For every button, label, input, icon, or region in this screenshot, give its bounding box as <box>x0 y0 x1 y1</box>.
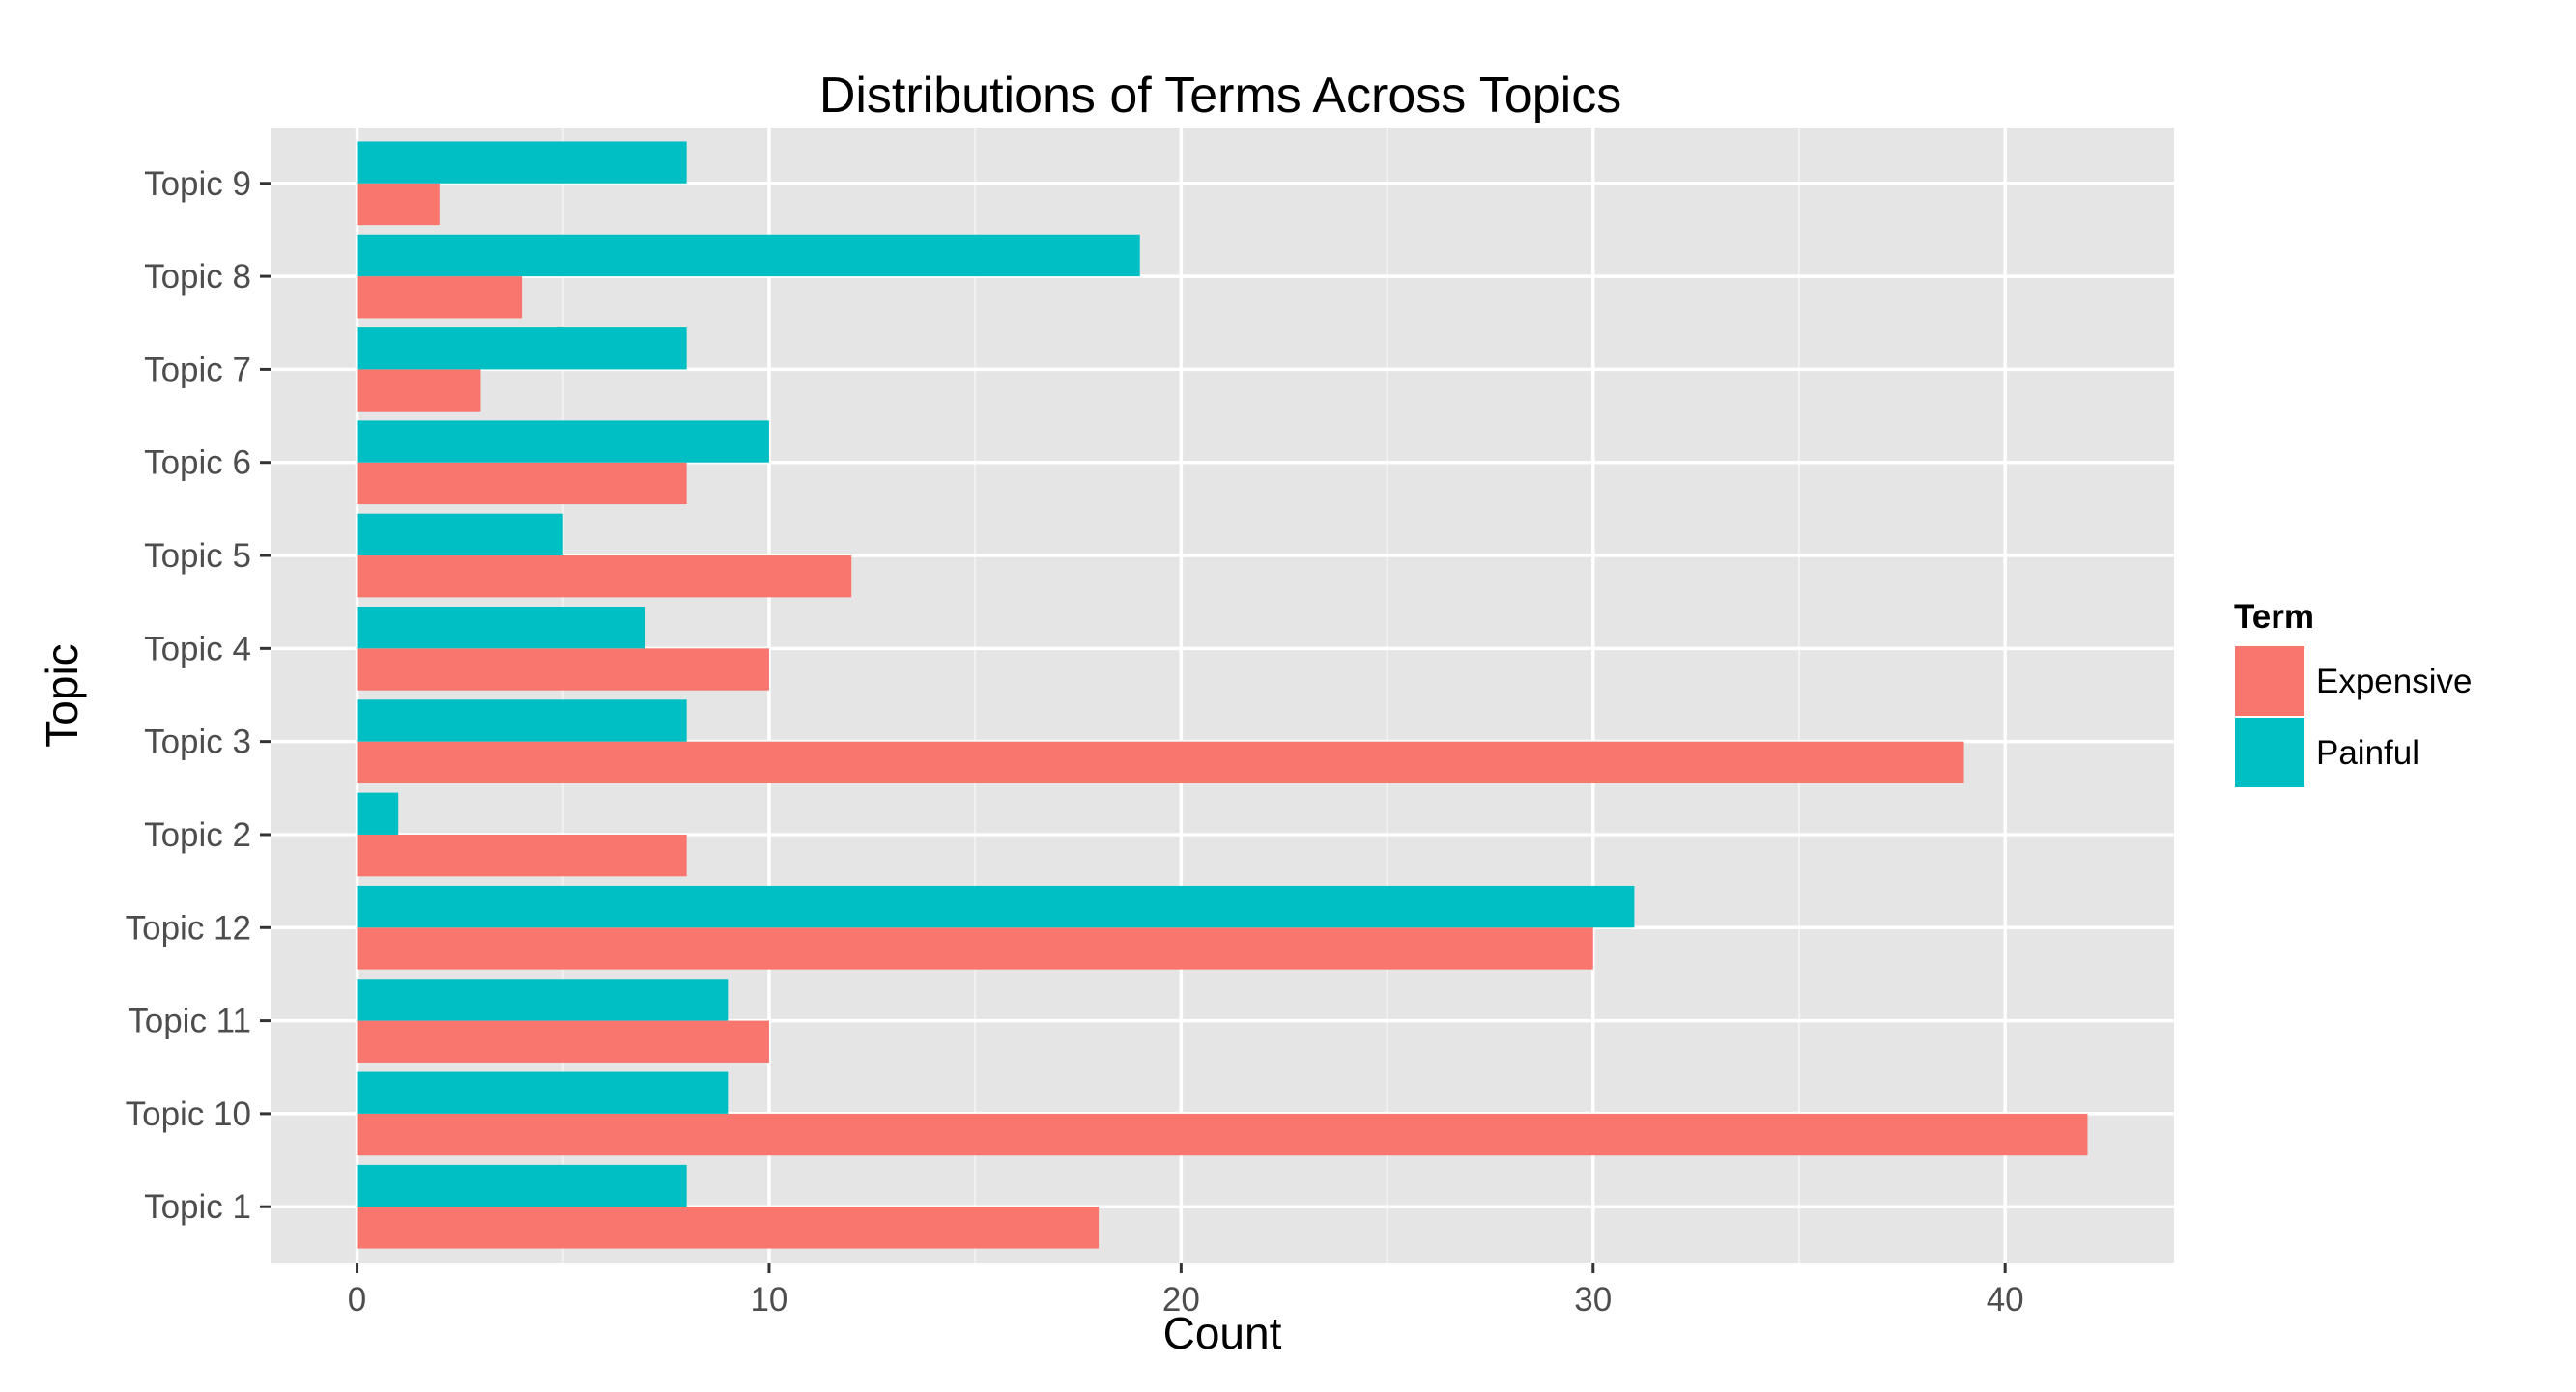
bar-expensive <box>357 555 852 598</box>
bar-expensive <box>357 834 687 877</box>
bar-painful <box>357 327 687 370</box>
bar-expensive <box>357 1113 2088 1156</box>
bars-layer <box>357 141 2088 1249</box>
y-tick-label: Topic 6 <box>144 444 251 482</box>
bar-expensive <box>357 927 1593 970</box>
y-tick-label: Topic 4 <box>144 630 251 668</box>
bar-painful <box>357 885 1635 928</box>
bar-expensive <box>357 741 1964 783</box>
bar-expensive <box>357 183 440 226</box>
bar-painful <box>357 234 1140 277</box>
y-tick-label: Topic 8 <box>144 258 251 296</box>
legend-label-painful: Painful <box>2316 734 2419 772</box>
x-tick-label: 0 <box>348 1281 366 1319</box>
bar-expensive <box>357 1207 1100 1249</box>
y-tick-label: Topic 7 <box>144 351 251 388</box>
legend-label-expensive: Expensive <box>2316 663 2472 700</box>
legend: Term Expensive Painful <box>2233 598 2472 789</box>
y-tick-label: Topic 3 <box>144 724 251 761</box>
y-tick-label: Topic 9 <box>144 165 251 203</box>
bar-expensive <box>357 369 481 412</box>
bar-painful <box>357 513 563 556</box>
bar-expensive <box>357 1020 769 1063</box>
x-axis-title: Count <box>1163 1308 1282 1358</box>
bar-expensive <box>357 276 523 319</box>
bar-painful <box>357 607 646 649</box>
legend-title: Term <box>2234 598 2314 636</box>
y-tick-label: Topic 1 <box>144 1188 251 1226</box>
y-tick-label: Topic 10 <box>126 1095 251 1133</box>
y-axis: Topic 1 Topic 10 Topic 11 Topic 12 Topic 2 To… <box>126 165 271 1226</box>
bar-painful <box>357 1071 729 1114</box>
x-axis: 0 10 20 30 40 <box>348 1263 2024 1319</box>
bar-painful <box>357 1164 687 1207</box>
y-tick-label: Topic 11 <box>128 1003 251 1040</box>
x-tick-label: 40 <box>1987 1281 2024 1319</box>
bar-painful <box>357 792 399 835</box>
bar-painful <box>357 420 769 463</box>
bar-painful <box>357 979 729 1021</box>
bar-painful <box>357 699 687 742</box>
bar-expensive <box>357 648 769 691</box>
legend-swatch-painful <box>2235 718 2304 787</box>
x-tick-label: 20 <box>1162 1281 1200 1319</box>
bar-expensive <box>357 462 687 505</box>
legend-swatch-expensive <box>2235 646 2304 716</box>
y-tick-label: Topic 12 <box>126 909 251 947</box>
x-tick-label: 30 <box>1574 1281 1612 1319</box>
chart-title: Distributions of Terms Across Topics <box>819 68 1621 124</box>
bar-painful <box>357 141 687 184</box>
y-axis-title: Topic <box>37 643 87 747</box>
y-tick-label: Topic 2 <box>144 816 251 854</box>
y-tick-label: Topic 5 <box>144 537 251 575</box>
x-tick-label: 10 <box>750 1281 787 1319</box>
